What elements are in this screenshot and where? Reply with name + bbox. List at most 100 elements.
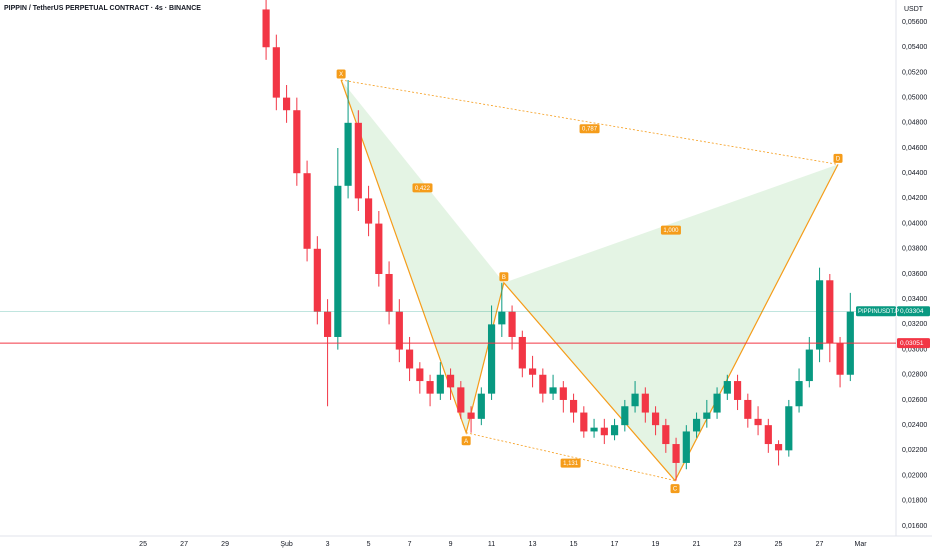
- x-tick-label: 5: [367, 541, 371, 548]
- candle-body: [477, 393, 485, 419]
- x-tick-label: 3: [326, 541, 330, 548]
- candle-body: [375, 223, 383, 274]
- pattern-dotted-line: [341, 79, 839, 165]
- candle-body: [334, 185, 342, 337]
- candle-body: [723, 381, 731, 394]
- point-label: A: [464, 439, 468, 445]
- candle-body: [487, 324, 496, 394]
- y-tick-label: 0,04200: [902, 195, 927, 202]
- y-tick-label: 0,01800: [902, 498, 927, 505]
- candle-body: [385, 273, 393, 312]
- candle-body: [364, 198, 373, 224]
- point-marker: [833, 153, 843, 163]
- x-tick-label: 27: [180, 541, 188, 548]
- point-label: D: [836, 156, 841, 162]
- candle-body: [754, 418, 762, 426]
- y-tick-label: 0,03200: [902, 321, 927, 328]
- candle-body: [733, 381, 742, 400]
- x-tick-label: 23: [734, 541, 742, 548]
- ratio-box: [579, 124, 600, 134]
- point-label: X: [339, 72, 343, 78]
- y-tick-label: 0,05000: [902, 94, 927, 101]
- candle-body: [569, 399, 578, 413]
- candle-body: [344, 122, 352, 186]
- symbol-tag-label: PIPPINUSDT.P: [858, 309, 899, 315]
- point-marker: [499, 272, 509, 282]
- candle-body: [498, 311, 506, 325]
- pattern-fill: [341, 79, 504, 433]
- x-tick-label: 27: [816, 541, 824, 548]
- candle-body: [467, 412, 475, 419]
- point-label: B: [502, 275, 506, 281]
- candle-body: [528, 368, 537, 375]
- candle-body: [600, 427, 608, 436]
- y-tick-label: 0,03000: [902, 346, 927, 353]
- y-tick-label: 0,04800: [902, 120, 927, 127]
- candle-body: [436, 374, 444, 394]
- candle-body: [836, 343, 844, 375]
- currency-label: USDT: [904, 6, 924, 13]
- point-marker: [336, 69, 346, 79]
- candle-body: [549, 387, 557, 394]
- candle-body: [539, 374, 547, 394]
- y-tick-label: 0,02800: [902, 372, 927, 379]
- y-tick-label: 0,04600: [902, 145, 927, 152]
- candle-body: [651, 412, 660, 426]
- point-label: C: [673, 487, 678, 493]
- price-tag-label: 0,03304: [900, 308, 924, 315]
- x-tick-label: 13: [529, 541, 537, 548]
- candle-body: [395, 311, 403, 350]
- symbol-tag: [856, 306, 896, 317]
- point-marker: [461, 436, 471, 446]
- candle-body: [559, 387, 567, 400]
- x-tick-label: 21: [693, 541, 701, 548]
- y-tick-label: 0,02400: [902, 422, 927, 429]
- y-tick-label: 0,03400: [902, 296, 927, 303]
- x-tick-label: Şub: [280, 541, 293, 548]
- x-tick-label: 25: [139, 541, 147, 548]
- chart-title: PIPPIN / TetherUS PERPETUAL CONTRACT · 4…: [4, 5, 201, 12]
- ratio-label: 0,787: [582, 127, 598, 133]
- candle-body: [580, 412, 588, 432]
- price-tag: [897, 338, 930, 349]
- candle-body: [631, 393, 639, 407]
- candle-body: [262, 9, 270, 48]
- pattern-fill: [503, 164, 839, 481]
- candle-body: [416, 368, 424, 382]
- candle-body: [703, 412, 711, 419]
- candle-body: [610, 425, 619, 436]
- candle-body: [826, 280, 834, 344]
- y-tick-label: 0,05400: [902, 44, 927, 51]
- candle-body: [518, 336, 526, 369]
- x-tick-label: 15: [570, 541, 578, 548]
- y-tick-label: 0,04000: [902, 220, 927, 227]
- ratio-box: [560, 458, 581, 468]
- candle-body: [713, 393, 721, 413]
- x-tick-label: 17: [611, 541, 619, 548]
- candle-body: [293, 110, 301, 174]
- candle-body: [815, 280, 824, 350]
- candle-body: [303, 173, 311, 249]
- ratio-label: 1,131: [563, 461, 579, 467]
- candle-body: [785, 406, 793, 451]
- candle-body: [641, 393, 649, 413]
- candle-body: [662, 425, 670, 445]
- ratio-box: [660, 225, 681, 235]
- ratio-label: 0,422: [415, 186, 431, 192]
- y-tick-label: 0,05600: [902, 19, 927, 26]
- x-tick-label: 19: [652, 541, 660, 548]
- y-tick-label: 0,01600: [902, 523, 927, 530]
- candle-body: [692, 418, 701, 432]
- ratio-box: [412, 183, 433, 193]
- x-tick-label: 7: [408, 541, 412, 548]
- candle-body: [744, 399, 752, 419]
- candle-body: [764, 425, 772, 445]
- candle-body: [405, 349, 414, 369]
- ratio-label: 1,000: [663, 228, 679, 234]
- candle-body: [446, 374, 455, 388]
- candle-body: [354, 122, 362, 199]
- price-tag-label: 0,03051: [900, 340, 924, 347]
- price-tag: [897, 306, 930, 317]
- y-tick-label: 0,02200: [902, 447, 927, 454]
